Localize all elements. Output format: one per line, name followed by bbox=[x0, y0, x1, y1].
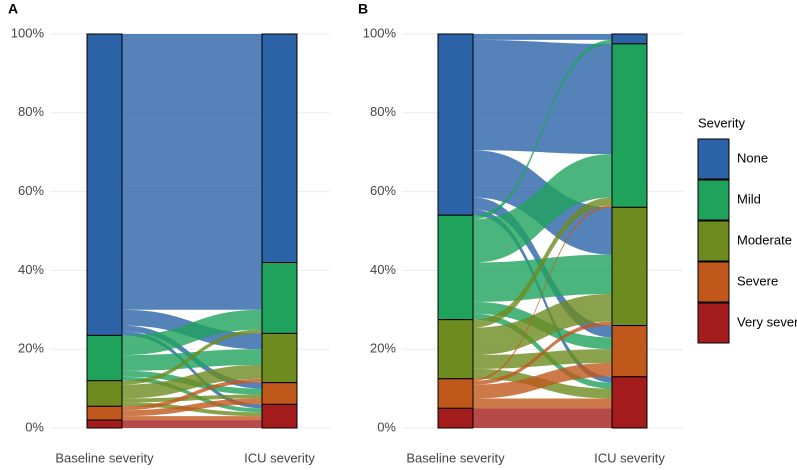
legend-swatch bbox=[697, 138, 730, 180]
flow bbox=[473, 34, 612, 40]
stratum bbox=[261, 33, 298, 264]
flow bbox=[473, 254, 612, 302]
panel-label: A bbox=[8, 1, 18, 17]
stratum bbox=[437, 378, 474, 409]
x-axis-label: Baseline severity bbox=[55, 450, 154, 465]
panel-label: B bbox=[358, 1, 368, 17]
legend-swatch bbox=[697, 302, 730, 344]
y-tick-label: 80% bbox=[370, 104, 396, 119]
y-tick-label: 20% bbox=[370, 341, 396, 356]
legend-label: None bbox=[737, 150, 768, 165]
flow bbox=[473, 313, 612, 389]
stratum bbox=[86, 405, 123, 421]
stratum bbox=[261, 262, 298, 334]
y-tick-label: 60% bbox=[370, 183, 396, 198]
stratum bbox=[611, 33, 648, 45]
stratum bbox=[611, 325, 648, 378]
stratum bbox=[261, 382, 298, 405]
flow bbox=[122, 364, 262, 399]
flow bbox=[473, 197, 612, 328]
flow bbox=[473, 43, 612, 320]
flow bbox=[473, 362, 612, 399]
stratum bbox=[437, 407, 474, 429]
x-axis-label: ICU severity bbox=[594, 450, 665, 465]
stratum bbox=[437, 214, 474, 321]
legend-swatch bbox=[697, 261, 730, 303]
legend-label: Mild bbox=[737, 191, 761, 206]
flow bbox=[122, 262, 262, 407]
stratum bbox=[86, 33, 123, 336]
stratum bbox=[611, 206, 648, 327]
y-tick-label: 0% bbox=[25, 419, 44, 434]
flow bbox=[122, 331, 262, 409]
flow bbox=[122, 378, 262, 411]
stratum bbox=[86, 334, 123, 382]
flow bbox=[473, 39, 612, 155]
y-tick-label: 0% bbox=[377, 419, 396, 434]
flow bbox=[473, 154, 612, 263]
y-tick-label: 60% bbox=[18, 183, 44, 198]
flow bbox=[473, 321, 612, 385]
flow bbox=[122, 394, 262, 403]
y-tick-label: 20% bbox=[18, 341, 44, 356]
y-tick-label: 40% bbox=[370, 262, 396, 277]
stratum bbox=[86, 419, 123, 429]
flow bbox=[122, 349, 262, 371]
x-axis-label: Baseline severity bbox=[406, 450, 505, 465]
flow bbox=[473, 408, 612, 428]
flow bbox=[122, 309, 262, 356]
legend-swatch bbox=[697, 220, 730, 262]
flow bbox=[473, 39, 612, 220]
flow bbox=[473, 349, 612, 369]
flow bbox=[122, 262, 262, 310]
legend-label: Very severe bbox=[737, 314, 797, 329]
x-axis-label: ICU severity bbox=[244, 450, 315, 465]
flow bbox=[473, 398, 612, 409]
stratum bbox=[261, 403, 298, 429]
legend-label: Severe bbox=[737, 273, 778, 288]
flow bbox=[122, 416, 262, 421]
y-tick-label: 100% bbox=[11, 25, 45, 40]
y-tick-label: 40% bbox=[18, 262, 44, 277]
y-tick-label: 100% bbox=[363, 25, 397, 40]
flow bbox=[122, 398, 262, 417]
flow bbox=[122, 34, 262, 263]
stratum bbox=[437, 319, 474, 380]
y-tick-label: 80% bbox=[18, 104, 44, 119]
flow bbox=[473, 294, 612, 356]
flow bbox=[473, 205, 612, 381]
stratum bbox=[86, 380, 123, 407]
legend-label: Moderate bbox=[737, 232, 792, 247]
stratum bbox=[437, 33, 474, 216]
flow bbox=[122, 420, 262, 428]
flow bbox=[122, 329, 262, 385]
legend-swatch bbox=[697, 179, 730, 221]
stratum bbox=[611, 43, 648, 208]
stratum bbox=[611, 376, 648, 429]
legend-title: Severity bbox=[698, 115, 745, 130]
stratum bbox=[261, 332, 298, 384]
